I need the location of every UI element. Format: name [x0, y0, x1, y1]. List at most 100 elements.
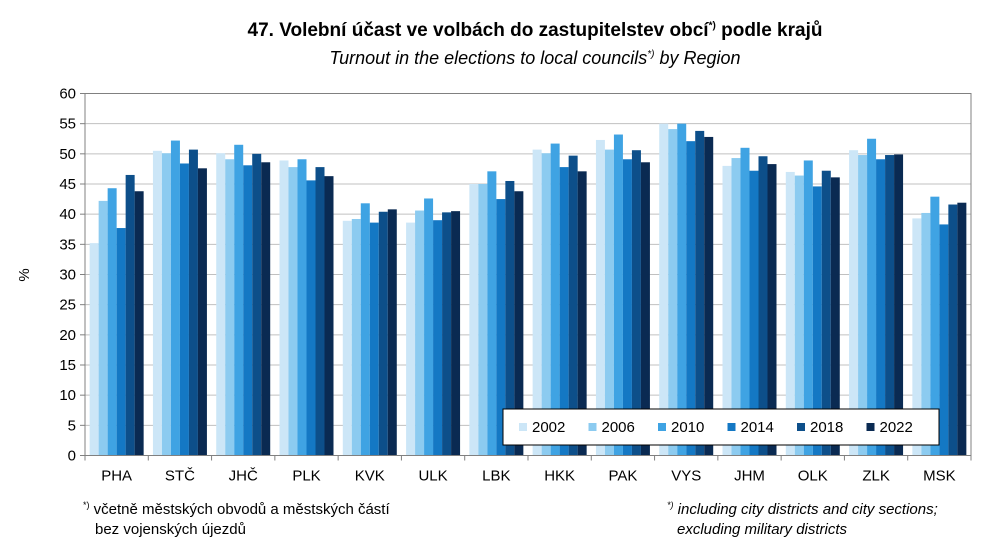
- bar-JHM-2002: [722, 165, 732, 456]
- bar-ZLK-2010: [867, 138, 877, 456]
- bar-OLK-2002: [785, 171, 795, 456]
- bar-LBK-2022: [514, 191, 524, 456]
- bar-MSK-2006: [921, 212, 931, 456]
- bar-MSK-2014: [939, 224, 949, 456]
- legend-label-2014: 2014: [741, 419, 774, 436]
- bar-ZLK-2022: [894, 154, 904, 456]
- x-tick-label: PHA: [101, 468, 132, 485]
- legend-label-2002: 2002: [532, 419, 565, 436]
- bar-PLK-2018: [315, 167, 325, 456]
- y-tick-label: 50: [59, 146, 76, 163]
- y-tick-label: 5: [68, 417, 76, 434]
- bar-PLK-2006: [288, 167, 298, 456]
- x-tick-label: ZLK: [862, 468, 890, 485]
- legend-swatch-2006: [588, 423, 597, 431]
- bar-VYS-2022: [704, 136, 714, 456]
- bar-JHM-2022: [767, 164, 777, 456]
- bar-ZLK-2018: [885, 155, 895, 456]
- footnote-en-text2: excluding military districts: [677, 521, 848, 538]
- x-axis-ticks: PHA STČ JHČ PLK KVK ULK LBK HKK PAK VYS JHM OLK ZLK M…: [84, 455, 972, 485]
- legend-label-2022: 2022: [880, 419, 913, 436]
- legend-label-2018: 2018: [810, 419, 843, 436]
- y-axis-label: %: [16, 268, 33, 281]
- bar-HKK-2010: [550, 143, 560, 456]
- bar-ULK-2022: [451, 211, 461, 456]
- bar-STČ-2014: [179, 163, 189, 456]
- x-tick-label: ULK: [418, 468, 447, 485]
- bar-VYS-2006: [668, 129, 678, 456]
- bar-STČ-2010: [170, 140, 180, 456]
- x-tick-label: KVK: [355, 468, 385, 485]
- x-tick-label: PLK: [292, 468, 320, 485]
- bar-OLK-2022: [830, 177, 840, 456]
- x-tick-label: JHČ: [229, 468, 258, 485]
- footnote-en-mark: *): [667, 500, 674, 510]
- bar-OLK-2018: [821, 170, 831, 456]
- bar-JHM-2018: [758, 156, 768, 456]
- bar-VYS-2002: [659, 123, 669, 456]
- bar-JHČ-2002: [216, 153, 226, 456]
- bar-KVK-2002: [342, 220, 352, 456]
- bar-HKK-2006: [541, 153, 551, 456]
- bar-JHM-2006: [731, 158, 741, 456]
- y-axis-ticks: 0 5 10 15 20 25 30 35 40 45 50 55 60: [59, 86, 85, 465]
- bar-ZLK-2006: [858, 155, 868, 456]
- x-tick-label: LBK: [482, 468, 510, 485]
- bar-OLK-2006: [794, 175, 804, 456]
- x-tick-label: OLK: [798, 468, 828, 485]
- chart-title-en: Turnout in the elections to local counci…: [0, 48, 1004, 69]
- bar-PHA-2018: [125, 174, 135, 456]
- bar-VYS-2014: [686, 141, 696, 456]
- legend-swatch-2002: [519, 423, 527, 431]
- bar-LBK-2014: [496, 199, 506, 456]
- bar-JHČ-2018: [252, 153, 262, 456]
- legend-swatch-2022: [866, 423, 875, 431]
- bar-JHM-2014: [749, 170, 759, 456]
- bar-PHA-2010: [107, 188, 117, 456]
- bar-KVK-2018: [378, 211, 388, 456]
- bar-LBK-2002: [469, 184, 479, 456]
- y-tick-label: 15: [59, 357, 76, 374]
- bar-PAK-2010: [613, 134, 623, 456]
- chart-title-en-suffix: by Region: [654, 48, 741, 68]
- y-tick-label: 55: [59, 116, 76, 133]
- bar-JHČ-2014: [243, 165, 253, 456]
- bar-ULK-2014: [433, 220, 443, 456]
- footnote-cz-text2: bez vojenských újezdů: [95, 521, 246, 538]
- chart-title-en-text: Turnout in the elections to local counci…: [329, 48, 648, 68]
- footnote-cz-mark: *): [83, 500, 90, 510]
- y-tick-label: 20: [59, 327, 76, 344]
- bar-LBK-2006: [478, 184, 488, 456]
- chart-title-cz-suffix: podle krajů: [715, 20, 823, 41]
- bar-HKK-2014: [559, 167, 569, 456]
- bar-JHM-2010: [740, 147, 750, 456]
- bar-KVK-2014: [369, 222, 379, 456]
- bar-STČ-2022: [197, 168, 207, 456]
- legend-swatch-2014: [727, 423, 736, 431]
- y-tick-label: 35: [59, 236, 76, 253]
- legend-label-2010: 2010: [671, 419, 704, 436]
- bar-STČ-2006: [161, 153, 171, 456]
- footnote-en: *) including city districts and city sec…: [667, 500, 938, 540]
- bar-PLK-2002: [279, 160, 289, 456]
- x-tick-label: HKK: [544, 468, 575, 485]
- y-tick-label: 10: [59, 387, 76, 404]
- bar-ZLK-2014: [876, 159, 886, 456]
- bar-PLK-2010: [297, 159, 307, 456]
- legend: 2002 2006 2010 2014 2018 2022: [502, 408, 940, 446]
- bar-KVK-2010: [360, 203, 370, 456]
- title-en-footnote-mark: *): [647, 49, 655, 60]
- bar-PAK-2002: [595, 139, 605, 456]
- x-tick-label: STČ: [165, 468, 195, 485]
- y-tick-label: 25: [59, 297, 76, 314]
- bar-VYS-2010: [677, 123, 687, 456]
- bar-PAK-2006: [604, 149, 614, 456]
- footnote-cz: *) včetně městských obvodů a městských č…: [83, 500, 390, 540]
- footnote-en-text1: including city districts and city sectio…: [677, 501, 938, 518]
- bar-PAK-2018: [631, 150, 641, 456]
- y-tick-label: 30: [59, 267, 76, 284]
- bar-STČ-2002: [152, 150, 162, 456]
- bars: [89, 123, 967, 456]
- footnote-en-line1: *) including city districts and city sec…: [667, 500, 938, 520]
